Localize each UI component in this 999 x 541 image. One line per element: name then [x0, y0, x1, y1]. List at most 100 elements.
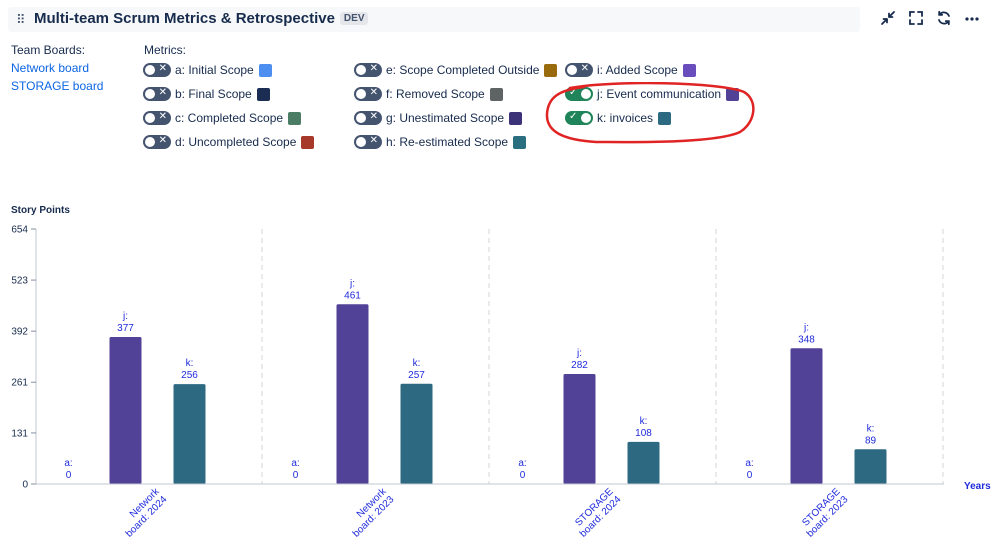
toggle-knob [581, 89, 591, 99]
metric-toggle[interactable]: ✕ [354, 87, 382, 101]
data-label-key: j: [349, 278, 355, 289]
data-label-value: 377 [117, 323, 134, 334]
metric-label: i: Added Scope [597, 63, 678, 77]
metric-color-swatch [489, 87, 503, 101]
metric-color-swatch [682, 63, 696, 77]
bar-k-2 [627, 441, 660, 484]
collapse-icon[interactable] [879, 9, 897, 27]
metric-toggle[interactable]: ✓ [565, 111, 593, 125]
toggle-off-icon: ✕ [369, 111, 378, 122]
metric-re-estimated-scope: ✕ h: Re-estimated Scope [354, 133, 527, 151]
page-title: Multi-team Scrum Metrics & Retrospective… [34, 10, 369, 27]
data-label-key: a: [291, 458, 299, 469]
bar-j-0 [109, 337, 142, 484]
bar-k-3 [854, 449, 887, 484]
page-title-text: Multi-team Scrum Metrics & Retrospective [34, 10, 335, 27]
header-actions [879, 9, 981, 27]
metric-label: a: Initial Scope [175, 63, 254, 77]
metric-toggle[interactable]: ✕ [565, 63, 593, 77]
metric-completed-scope: ✕ c: Completed Scope [143, 109, 302, 127]
metric-label: h: Re-estimated Scope [386, 135, 509, 149]
metric-toggle[interactable]: ✕ [354, 135, 382, 149]
toggle-off-icon: ✕ [369, 135, 378, 146]
refresh-icon[interactable] [935, 9, 953, 27]
toggle-knob [356, 113, 366, 123]
metric-toggle[interactable]: ✕ [354, 111, 382, 125]
metric-toggle[interactable]: ✕ [143, 111, 171, 125]
data-label-value: 257 [408, 370, 425, 381]
data-label-value: 0 [520, 470, 526, 481]
metric-unestimated-scope: ✕ g: Unestimated Scope [354, 109, 523, 127]
metric-label: k: invoices [597, 111, 654, 125]
metric-label: j: Event communication [597, 87, 722, 101]
data-label-value: 348 [798, 334, 815, 345]
red-annotation-circle [545, 82, 755, 144]
metric-color-swatch [301, 135, 315, 149]
toggle-knob [581, 113, 591, 123]
metric-added-scope: ✕ i: Added Scope [565, 61, 696, 79]
y-tick-label: 0 [22, 480, 28, 491]
data-label-key: j: [576, 348, 582, 359]
drag-handle-icon[interactable]: ⠿ [16, 12, 25, 27]
bar-k-1 [400, 383, 433, 484]
board-link-network[interactable]: Network board [11, 61, 90, 75]
metric-color-swatch [513, 135, 527, 149]
metric-final-scope: ✕ b: Final Scope [143, 85, 270, 103]
metric-label: c: Completed Scope [175, 111, 284, 125]
metric-toggle[interactable]: ✕ [143, 87, 171, 101]
data-label-key: j: [122, 311, 128, 322]
metric-toggle[interactable]: ✕ [143, 135, 171, 149]
metric-scope-completed-outside: ✕ e: Scope Completed Outside [354, 61, 558, 79]
toggle-off-icon: ✕ [158, 135, 167, 146]
toggle-off-icon: ✕ [158, 87, 167, 98]
toggle-knob [356, 89, 366, 99]
env-badge: DEV [339, 12, 369, 25]
data-label-key: k: [640, 416, 648, 427]
metric-toggle[interactable]: ✕ [143, 63, 171, 77]
toggle-knob [145, 65, 155, 75]
board-link-storage[interactable]: STORAGE board [11, 79, 104, 93]
toggle-knob [356, 65, 366, 75]
toggle-knob [145, 137, 155, 147]
bar-j-2 [563, 374, 596, 484]
metric-color-swatch [509, 111, 523, 125]
bar-chart: 0131261392523654a:0j:377k:256Networkboar… [11, 225, 991, 540]
metric-initial-scope: ✕ a: Initial Scope [143, 61, 272, 79]
toggle-off-icon: ✕ [369, 63, 378, 74]
metric-color-swatch [258, 63, 272, 77]
toggle-off-icon: ✕ [158, 111, 167, 122]
metric-label: g: Unestimated Scope [386, 111, 505, 125]
metric-label: f: Removed Scope [386, 87, 485, 101]
bar-k-0 [173, 384, 206, 484]
y-tick-label: 131 [11, 428, 28, 439]
data-label-value: 0 [66, 470, 72, 481]
metric-toggle[interactable]: ✕ [354, 63, 382, 77]
metric-label: d: Uncompleted Scope [175, 135, 297, 149]
metric-toggle[interactable]: ✓ [565, 87, 593, 101]
data-label-value: 461 [344, 290, 361, 301]
data-label-value: 282 [571, 360, 588, 371]
metric-invoices: ✓ k: invoices [565, 109, 672, 127]
bar-j-1 [336, 304, 369, 484]
data-label-value: 0 [747, 470, 753, 481]
data-label-key: a: [64, 458, 72, 469]
fullscreen-icon[interactable] [907, 9, 925, 27]
more-icon[interactable] [963, 9, 981, 27]
data-label-key: j: [803, 322, 809, 333]
y-tick-label: 654 [11, 225, 28, 236]
metric-removed-scope: ✕ f: Removed Scope [354, 85, 503, 103]
data-label-key: a: [745, 458, 753, 469]
metric-color-swatch [256, 87, 270, 101]
data-label-key: k: [413, 358, 421, 369]
metric-event-communication: ✓ j: Event communication [565, 85, 740, 103]
metrics-title: Metrics: [144, 43, 186, 57]
data-label-value: 256 [181, 370, 198, 381]
data-label-key: k: [186, 358, 194, 369]
toggle-knob [145, 89, 155, 99]
dashboard-header: ⠿ Multi-team Scrum Metrics & Retrospecti… [8, 7, 860, 32]
toggle-off-icon: ✕ [369, 87, 378, 98]
